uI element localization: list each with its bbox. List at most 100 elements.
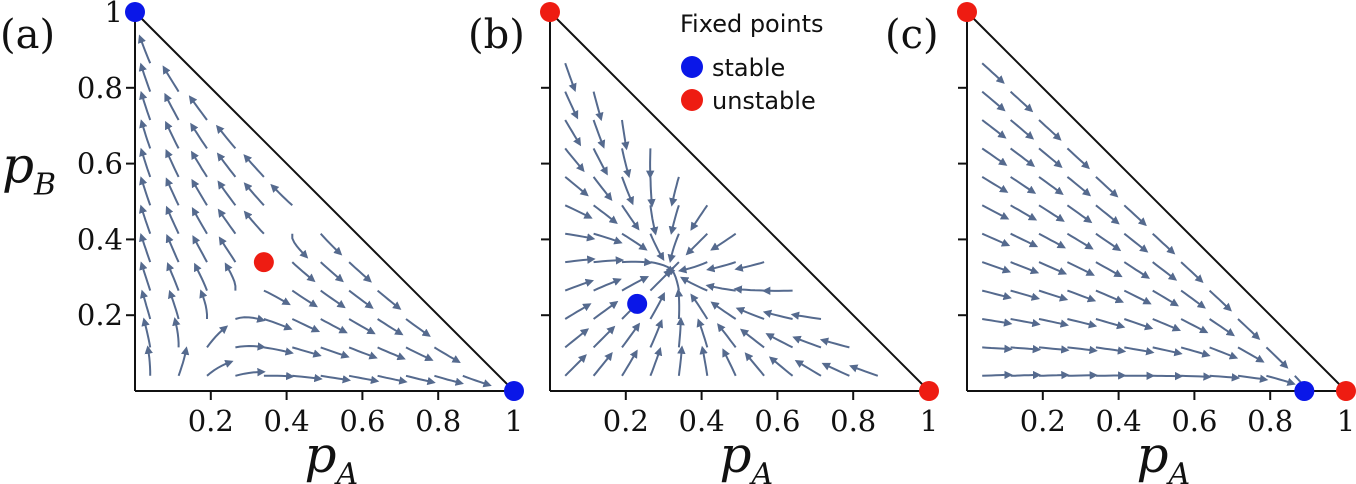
streamline-arrow (138, 62, 152, 92)
streamline-arrow (1066, 204, 1093, 224)
streamline-arrow (665, 261, 680, 276)
streamline-arrow (1209, 373, 1241, 382)
streamline-arrow (668, 204, 680, 235)
streamline-arrow (140, 289, 152, 320)
panel-a: 0.2 0.4 0.6 0.8 1 0.2 0.4 0.6 0.8 1 pA pB (a) (0, 0, 524, 484)
x-tick-label: 0.6 (339, 404, 385, 438)
streamline-arrow (982, 370, 1013, 380)
streamline-arrow (676, 316, 685, 348)
x-tick-label: 1 (505, 404, 523, 438)
streamline-arrow (167, 289, 180, 320)
streamline-arrow (165, 177, 180, 206)
streamline-arrow (165, 234, 180, 263)
streamline-arrow (1123, 232, 1149, 253)
streamline-arrow (292, 346, 322, 358)
streamline-arrow (981, 204, 1010, 220)
fixed-point-stable (125, 2, 145, 22)
streamline-arrow (141, 317, 152, 348)
streamline-arrow (243, 154, 265, 178)
streamline-arrow (1180, 346, 1211, 358)
streamline-arrow (564, 91, 579, 120)
x-axis-label-sub: A (1166, 457, 1191, 484)
x-tick-label: 0.8 (1247, 404, 1293, 438)
x-axis-label: pA (305, 426, 359, 484)
streamline-arrow (192, 235, 208, 263)
streamline-arrow (649, 347, 663, 377)
streamline-arrow (667, 233, 680, 263)
panel-label: (b) (468, 12, 525, 58)
fixed-point-stable (1294, 381, 1315, 401)
streamline-arrow (565, 255, 596, 264)
streamline-arrow (981, 90, 1006, 112)
panel-label: (c) (885, 12, 939, 58)
streamline-arrow (819, 337, 850, 349)
legend: Fixed points stable unstable (680, 10, 824, 115)
streamline-arrow (291, 289, 318, 308)
y-tick-label: 0.2 (77, 298, 123, 332)
streamline-arrow (649, 268, 673, 292)
streamline-arrow (982, 344, 1013, 353)
simplex-boundary (134, 11, 515, 392)
streamline-arrow (243, 182, 265, 206)
streamline-arrow (405, 318, 431, 337)
streamline-arrow (190, 122, 208, 149)
streamline-arrow (191, 178, 208, 206)
streamline-arrow (981, 289, 1012, 301)
streamline-arrow (592, 325, 616, 349)
streamline-arrow (1038, 147, 1063, 168)
streamline-arrow (685, 232, 709, 256)
x-tick-label: 0.6 (754, 404, 800, 438)
streamline-arrow (1266, 374, 1296, 386)
streamline-arrow (263, 346, 294, 356)
streamline-arrow (592, 91, 604, 122)
streamlines (138, 34, 492, 388)
streamline-arrow (224, 262, 237, 291)
streamline-arrow (981, 261, 1012, 274)
legend-stable-label: stable (712, 54, 785, 82)
legend-title: Fixed points (680, 10, 824, 38)
streamline-arrow (1038, 204, 1065, 222)
streamline-arrow (139, 119, 152, 149)
streamline-arrow (735, 307, 765, 320)
streamline-arrow (165, 149, 180, 178)
streamline-arrow (621, 119, 630, 151)
streamline-arrow (1066, 261, 1095, 276)
x-tick-label: 0.4 (1096, 404, 1142, 438)
streamline-arrow (621, 176, 634, 206)
streamline-arrow (564, 119, 582, 147)
streamline-arrow (1180, 261, 1204, 284)
streamline-arrow (348, 289, 374, 309)
streamline-arrow (1009, 119, 1035, 140)
streamline-arrow (320, 289, 346, 309)
streamline-arrow (564, 176, 589, 197)
legend-stable-marker (681, 56, 703, 78)
y-tick-label: 0.6 (77, 147, 123, 181)
streamline-arrow (217, 180, 237, 206)
x-tick-label: 0.2 (1020, 404, 1066, 438)
streamline-arrow (319, 233, 343, 256)
streamline-arrow (696, 318, 709, 348)
streamline-arrow (1009, 90, 1034, 113)
streamline-arrow (166, 262, 180, 291)
streamline-arrow (1095, 346, 1127, 355)
streamline-arrow (433, 346, 461, 364)
streamline-arrow (1152, 289, 1179, 307)
y-tick-label: 1 (105, 0, 123, 29)
streamline-arrow (165, 205, 180, 235)
streamline-arrow (263, 289, 291, 306)
streamline-arrow (405, 346, 434, 361)
streamline-arrow (188, 95, 208, 121)
streamline-arrow (216, 152, 237, 178)
streamline-arrow (1038, 289, 1069, 302)
streamline-arrow (1152, 346, 1183, 357)
streamline-arrow (564, 62, 577, 92)
streamlines (564, 62, 879, 377)
streamline-arrow (235, 342, 266, 351)
streamline-arrow (215, 124, 237, 150)
streamline-arrow (762, 309, 793, 320)
streamline-arrow (263, 318, 293, 331)
streamline-arrow (649, 319, 664, 348)
streamline-arrow (621, 349, 638, 377)
streamline-arrow (792, 335, 822, 349)
streamline-arrow (1095, 318, 1126, 330)
